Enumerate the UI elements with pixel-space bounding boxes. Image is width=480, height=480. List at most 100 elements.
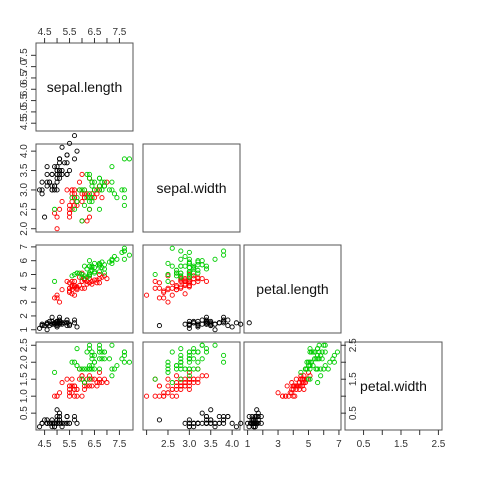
data-point — [52, 424, 58, 430]
data-point — [94, 383, 100, 389]
data-point — [54, 175, 60, 181]
data-point — [49, 187, 55, 193]
data-point — [89, 281, 95, 287]
data-point — [109, 258, 115, 264]
data-point — [76, 376, 83, 382]
data-point — [186, 321, 192, 327]
data-point — [57, 414, 63, 420]
data-point — [199, 321, 205, 327]
data-point — [64, 171, 70, 177]
data-point — [221, 352, 227, 358]
data-point — [71, 393, 78, 399]
data-point — [156, 295, 162, 301]
data-point — [203, 263, 210, 269]
data-point — [280, 393, 286, 399]
data-point — [66, 393, 73, 399]
data-point — [59, 171, 65, 177]
data-point — [299, 380, 305, 386]
data-point — [169, 285, 175, 291]
y-tick-label: 7 — [19, 244, 30, 250]
data-point — [64, 414, 70, 420]
data-point — [99, 259, 105, 265]
data-point — [203, 320, 210, 326]
x-tick-label: 3 — [275, 439, 281, 450]
data-point — [59, 199, 65, 205]
data-point — [64, 420, 70, 426]
data-point — [199, 262, 205, 268]
data-point — [152, 271, 158, 278]
data-point — [84, 366, 90, 372]
data-point — [74, 386, 80, 392]
x-tick-label: 5.5 — [63, 439, 77, 450]
data-point — [109, 164, 115, 170]
data-point — [61, 160, 68, 166]
data-point — [42, 417, 48, 423]
data-point — [96, 366, 103, 372]
data-point — [79, 366, 85, 372]
data-point — [156, 383, 162, 389]
data-point — [86, 195, 93, 201]
data-point — [47, 179, 53, 185]
data-point — [86, 271, 93, 278]
data-point — [191, 346, 197, 352]
data-point — [81, 195, 88, 201]
data-point — [114, 256, 120, 262]
data-point — [101, 376, 108, 382]
data-point — [49, 314, 55, 320]
data-point — [81, 380, 88, 386]
data-point — [178, 248, 184, 254]
data-point — [203, 349, 210, 355]
data-point — [182, 366, 188, 372]
x-tick-label: 3.5 — [204, 439, 218, 450]
data-point — [221, 248, 227, 254]
data-point — [74, 148, 80, 154]
data-point — [203, 414, 210, 420]
data-point — [195, 259, 201, 265]
y-tick-label: 0.5 — [348, 406, 359, 420]
data-point — [54, 420, 60, 426]
x-tick-label: 1.5 — [394, 439, 408, 450]
data-point — [208, 417, 214, 423]
data-point — [121, 187, 127, 193]
x-tick-label: 7.5 — [112, 27, 126, 38]
data-point — [76, 366, 83, 372]
data-point — [191, 263, 197, 269]
data-point — [258, 414, 264, 420]
data-point — [101, 349, 108, 355]
data-point — [57, 417, 63, 423]
data-point — [308, 359, 315, 365]
data-point — [178, 263, 184, 269]
data-point — [96, 356, 103, 362]
data-point — [89, 366, 95, 372]
data-point — [96, 269, 103, 275]
data-point — [84, 218, 90, 224]
data-point — [225, 414, 231, 420]
data-point — [66, 383, 73, 389]
x-tick-label: 1 — [245, 439, 251, 450]
data-point — [178, 346, 184, 352]
data-point — [199, 342, 205, 348]
data-point — [96, 262, 103, 268]
data-point — [96, 206, 103, 212]
data-point — [305, 376, 312, 382]
y-tick-label: 4 — [19, 285, 30, 291]
data-point — [84, 195, 90, 201]
data-point — [169, 349, 175, 355]
data-point — [178, 376, 184, 382]
data-point — [121, 359, 127, 365]
data-point — [64, 187, 70, 193]
data-point — [89, 349, 95, 355]
data-point — [203, 373, 210, 379]
data-point — [99, 274, 105, 280]
data-point — [173, 393, 180, 399]
data-point — [165, 383, 171, 389]
data-point — [86, 171, 93, 177]
y-tick-label: 7.0 — [19, 59, 30, 73]
data-point — [89, 363, 95, 369]
data-point — [66, 140, 73, 146]
data-point — [221, 359, 227, 365]
data-point — [229, 324, 235, 330]
data-point — [104, 380, 110, 386]
data-point — [203, 266, 210, 272]
data-point — [96, 276, 103, 282]
